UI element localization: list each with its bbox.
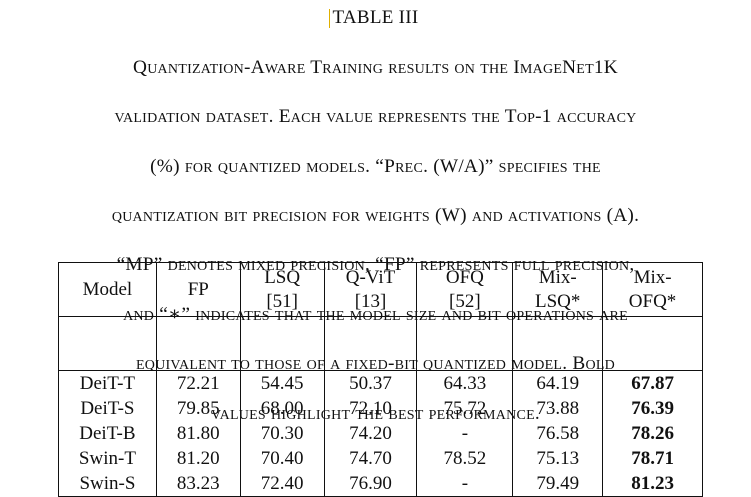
lsq-cell: 72.40 [239,471,325,497]
qvit-cell: 72.10 [323,396,418,421]
mix-lsq-cell: 79.49 [512,471,604,497]
table-label: TABLE III [329,6,419,30]
rule-cell [512,316,604,371]
header-qvit: Q-ViT [13] [323,262,418,317]
rule-cell [416,316,514,371]
rule-cell [239,316,325,371]
caption-line: quantization bit precision for weights (… [111,204,640,226]
table-row: Swin-T 81.20 70.40 74.70 78.52 75.13 78.… [58,446,703,471]
header-mix-ofq-line1: Mix- [633,266,672,288]
header-row: Model FP LSQ [51] Q-ViT [13] OFQ [52] Mix- L… [58,262,703,317]
ofq-cell: - [416,421,514,446]
mix-ofq-cell: 78.71 [602,446,703,471]
table-body: DeiT-T 72.21 54.45 50.37 64.33 64.19 67.… [58,370,703,497]
fp-cell: 81.80 [155,421,241,446]
qvit-cell: 74.70 [323,446,418,471]
header-qvit-line1: Q-ViT [345,266,396,288]
model-cell: DeiT-T [58,370,157,396]
table-row: DeiT-B 81.80 70.30 74.20 - 76.58 78.26 [58,421,703,446]
header-model-text: Model [82,278,133,300]
table-row: DeiT-S 79.85 68.00 72.10 75.72 73.88 76.… [58,396,703,421]
ofq-cell: - [416,471,514,497]
header-double-rule [58,316,703,371]
rule-cell [155,316,241,371]
fp-cell: 83.23 [155,471,241,497]
table-header: Model FP LSQ [51] Q-ViT [13] OFQ [52] Mix- L… [58,262,703,371]
header-qvit-line2: [13] [354,290,387,312]
header-lsq-line1: LSQ [264,266,301,288]
qvit-cell: 74.20 [323,421,418,446]
table-row: Swin-S 83.23 72.40 76.90 - 79.49 81.23 [58,471,703,497]
caption-line: validation dataset. Each value represent… [114,106,637,128]
ofq-cell: 78.52 [416,446,514,471]
model-cell: Swin-S [58,471,157,497]
results-table: Model FP LSQ [51] Q-ViT [13] OFQ [52] Mix- L… [58,262,703,497]
lsq-cell: 54.45 [239,370,325,396]
mix-lsq-cell: 73.88 [512,396,604,421]
mix-lsq-cell: 76.58 [512,421,604,446]
rule-cell [323,316,418,371]
ofq-cell: 75.72 [416,396,514,421]
model-cell: DeiT-S [58,396,157,421]
mix-lsq-cell: 64.19 [512,370,604,396]
text-cursor-mark [329,9,331,28]
model-cell: Swin-T [58,446,157,471]
mix-ofq-cell: 78.26 [602,421,703,446]
header-lsq-line2: [51] [266,290,298,312]
rule-cell [58,316,157,371]
rule-cell [602,316,703,371]
header-model: Model [58,262,157,317]
table-label-text: TABLE III [332,7,419,28]
mix-lsq-cell: 75.13 [512,446,604,471]
header-mix-lsq: Mix- LSQ* [512,262,604,317]
lsq-cell: 70.40 [239,446,325,471]
fp-cell: 79.85 [155,396,241,421]
lsq-cell: 68.00 [239,396,325,421]
model-cell: DeiT-B [58,421,157,446]
header-ofq: OFQ [52] [416,262,514,317]
mix-ofq-cell: 81.23 [602,471,703,497]
ofq-cell: 64.33 [416,370,514,396]
lsq-cell: 70.30 [239,421,325,446]
caption-line: Quantization-Aware Training results on t… [133,56,618,78]
caption-line: (%) for quantized models. “Prec. (W/A)” … [150,155,601,177]
header-fp: FP [155,262,241,317]
header-fp-text: FP [187,278,209,300]
table-row: DeiT-T 72.21 54.45 50.37 64.33 64.19 67.… [58,370,703,396]
fp-cell: 72.21 [155,370,241,396]
header-mix-ofq: Mix- OFQ* [602,262,703,317]
qvit-cell: 76.90 [323,471,418,497]
header-mix-ofq-line2: OFQ* [628,290,677,312]
header-ofq-line1: OFQ [445,266,484,288]
header-ofq-line2: [52] [449,290,481,312]
header-mix-lsq-line1: Mix- [538,266,577,288]
mix-ofq-cell: 67.87 [602,370,703,396]
fp-cell: 81.20 [155,446,241,471]
header-mix-lsq-line2: LSQ* [534,290,581,312]
header-lsq: LSQ [51] [239,262,325,317]
qvit-cell: 50.37 [323,370,418,396]
mix-ofq-cell: 76.39 [602,396,703,421]
